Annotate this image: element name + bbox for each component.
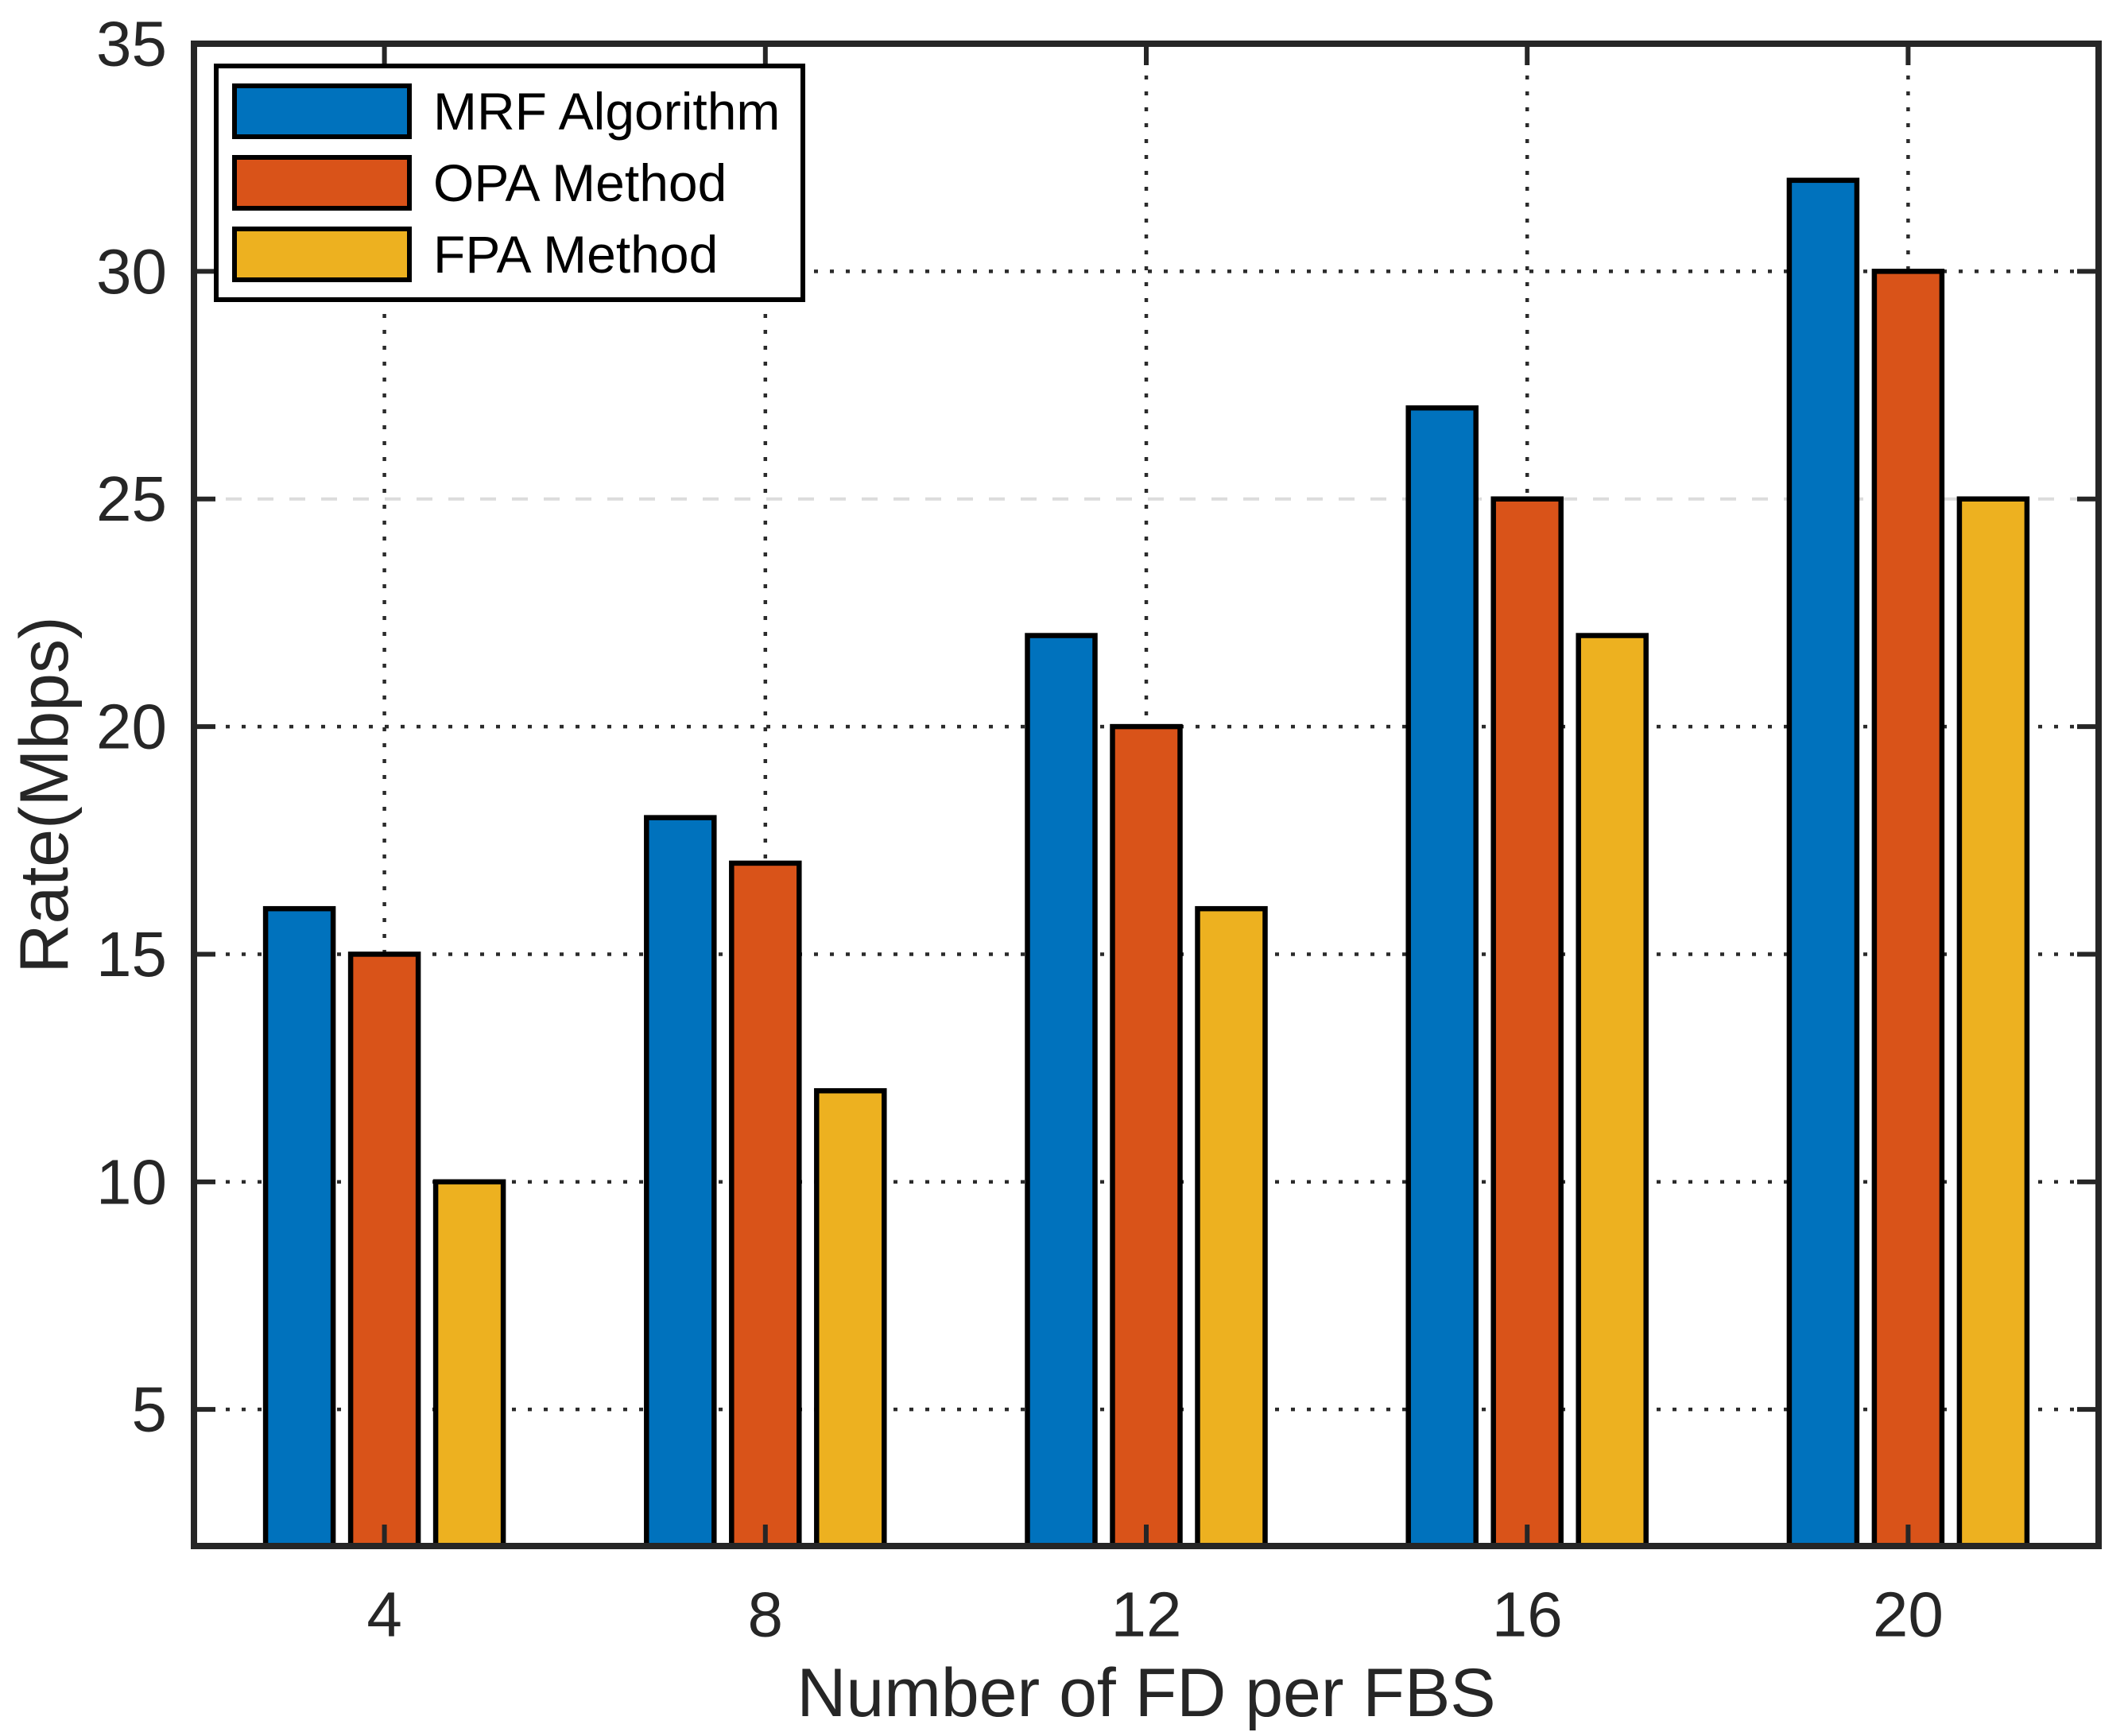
x-tick-label: 16 <box>1492 1579 1563 1650</box>
y-tick-label: 20 <box>96 692 167 762</box>
bar-opa-x4 <box>347 951 421 1549</box>
x-tick-label: 8 <box>748 1579 784 1650</box>
y-tick-labels: 5 10 15 20 25 30 35 <box>96 9 167 1445</box>
bar-fpa-x16 <box>1576 633 1649 1549</box>
x-tick-labels: 4 8 12 16 20 <box>366 1579 1944 1650</box>
y-tick-label: 10 <box>96 1146 167 1217</box>
x-tick-label: 20 <box>1873 1579 1944 1650</box>
legend-label-mrf: MRF Algorithm <box>433 82 780 141</box>
legend-swatch-fpa <box>232 227 412 282</box>
y-tick-label: 15 <box>96 919 167 990</box>
legend-swatch-opa <box>232 155 412 211</box>
legend-label-opa: OPA Method <box>433 153 727 212</box>
x-tick-label: 12 <box>1111 1579 1182 1650</box>
legend-swatch-mrf <box>232 83 412 139</box>
legend-label-fpa: FPA Method <box>433 225 718 284</box>
bar-mrf-x12 <box>1025 633 1098 1549</box>
bar-opa-x20 <box>1871 269 1945 1549</box>
bars <box>262 177 2030 1549</box>
bar-mrf-x16 <box>1405 405 1479 1549</box>
bar-mrf-x4 <box>262 905 336 1549</box>
bar-opa-x8 <box>729 860 802 1549</box>
bar-opa-x12 <box>1110 723 1183 1549</box>
bar-opa-x16 <box>1490 496 1564 1549</box>
y-tick-label: 5 <box>132 1374 168 1445</box>
bar-fpa-x12 <box>1195 905 1268 1549</box>
axes-box <box>191 41 2102 1549</box>
y-tick-label: 30 <box>96 236 167 307</box>
bar-fpa-x20 <box>1956 496 2030 1549</box>
bar-fpa-x8 <box>814 1088 887 1549</box>
bar-fpa-x4 <box>432 1179 506 1549</box>
bar-mrf-x20 <box>1786 177 1860 1549</box>
y-tick-label: 35 <box>96 9 167 79</box>
x-tick-label: 4 <box>366 1579 402 1650</box>
bar-mrf-x8 <box>644 815 717 1549</box>
y-tick-label: 25 <box>96 463 167 534</box>
y-axis-title: Rate(Mbps) <box>6 616 83 973</box>
x-axis-title: Number of FD per FBS <box>797 1655 1495 1731</box>
legend: MRF Algorithm OPA Method FPA Method <box>214 64 805 302</box>
